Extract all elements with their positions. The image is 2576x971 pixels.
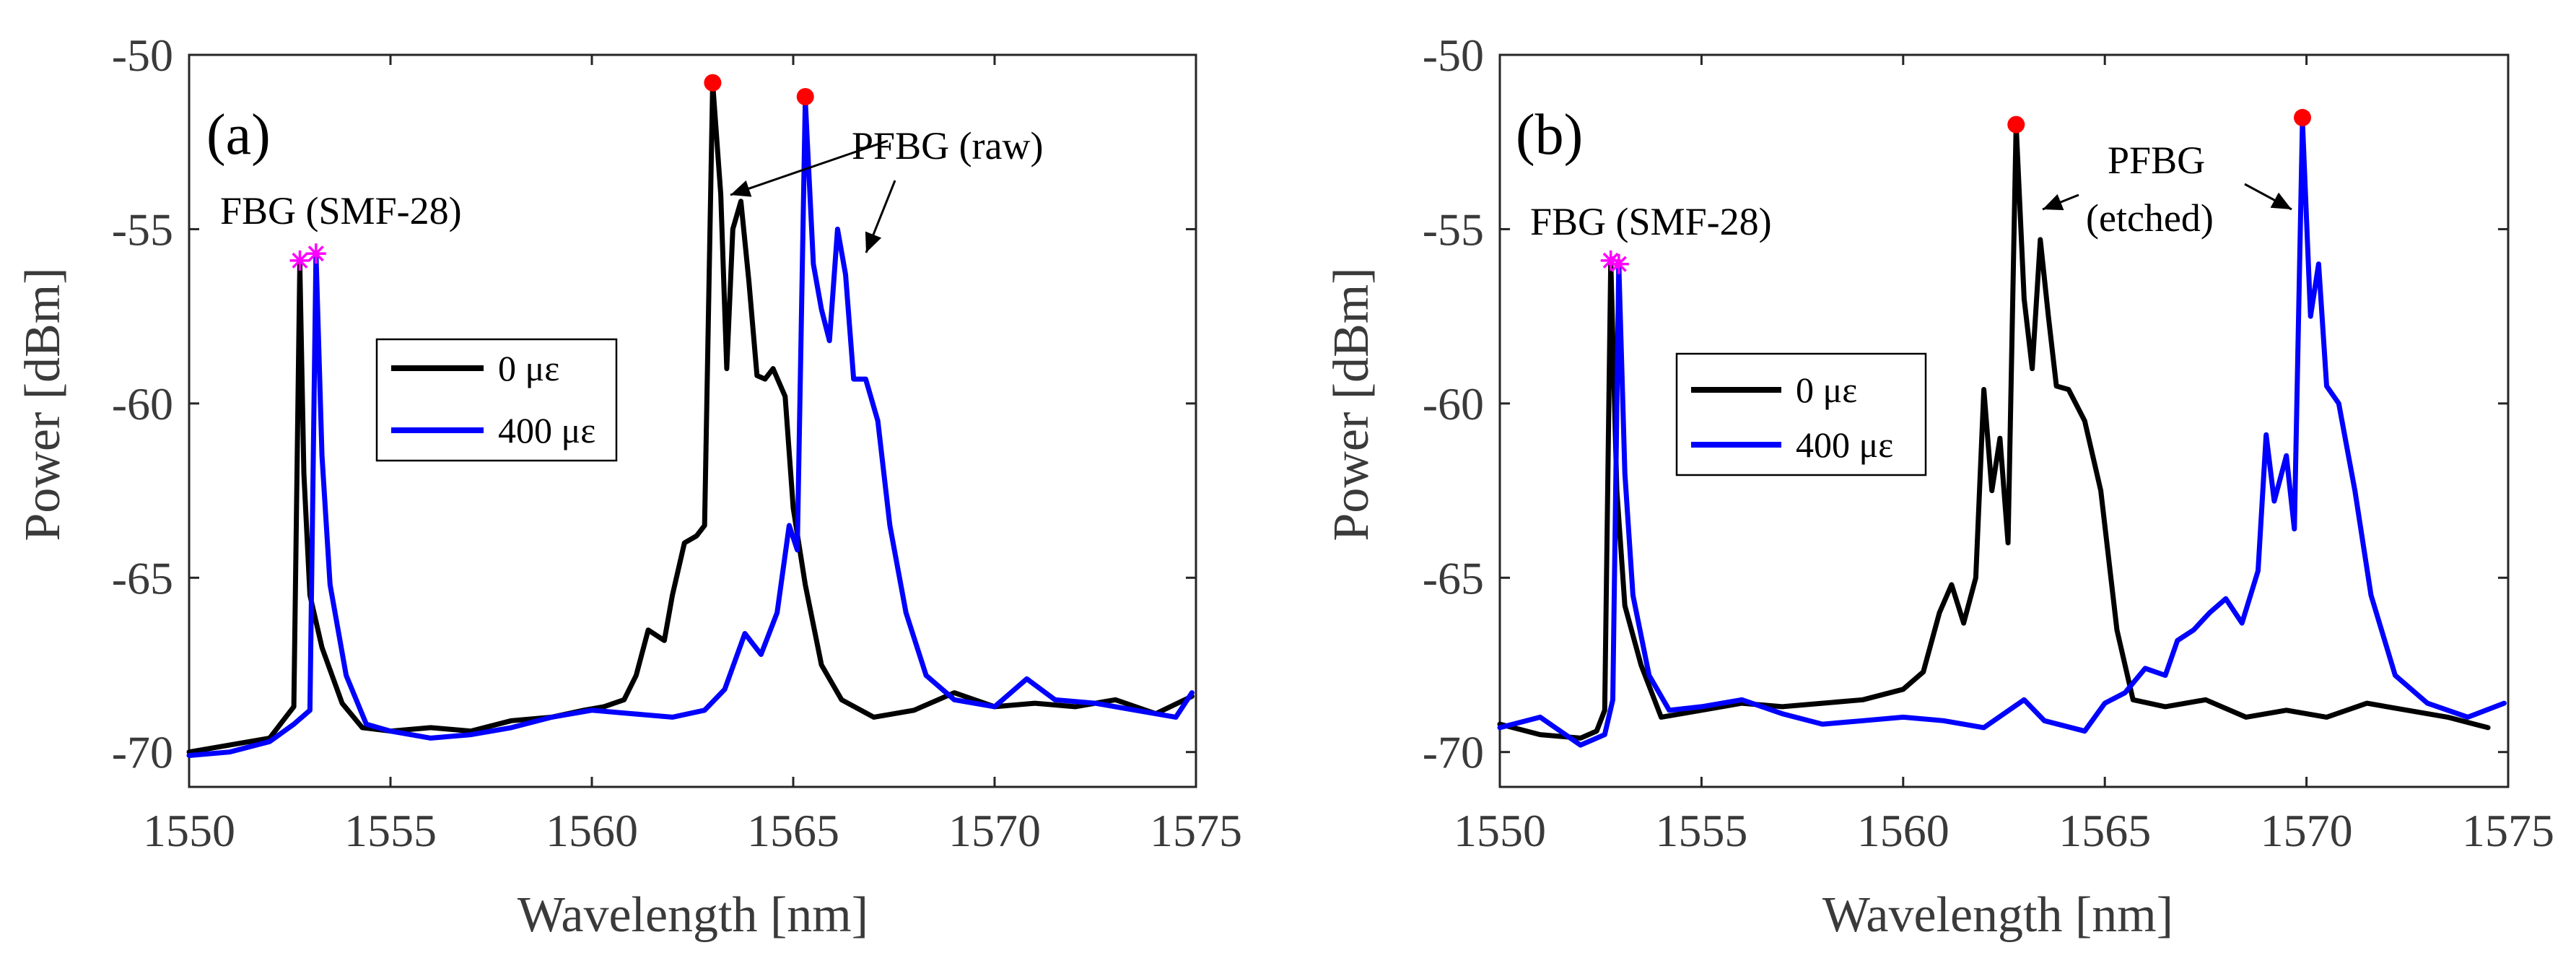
- x-tick-label-a-4: 1570: [948, 805, 1041, 856]
- y-tick-label-a-2: -60: [112, 378, 173, 430]
- legend-a: 0 με 400 με: [375, 338, 618, 462]
- annotation-fbg-b: FBG (SMF-28): [1530, 200, 1772, 243]
- x-tick-label-b-2: 1560: [1857, 805, 1950, 856]
- x-tick-label-a-2: 1560: [546, 805, 638, 856]
- panel-a: 1550 1555 1560 1565 1570 1575-50-55-60-65-70 …: [15, 30, 1242, 943]
- y-tick-label-b-4: -70: [1423, 727, 1484, 778]
- annotation-pfbg-a: PFBG (raw): [852, 124, 1044, 167]
- peak-marker-a-1: [305, 243, 326, 264]
- annotation-pfbg-b: PFBG: [2108, 139, 2205, 182]
- legend-box-a: [375, 338, 618, 462]
- peak-marker-a-2: [704, 74, 722, 92]
- y-tick-label-b-0: -50: [1423, 30, 1484, 81]
- legend-label-a-1: 400 με: [498, 410, 595, 450]
- annotation-fbg-a: FBG (SMF-28): [220, 189, 462, 232]
- legend-label-b-1: 400 με: [1796, 424, 1893, 465]
- x-tick-label-b-1: 1555: [1655, 805, 1747, 856]
- x-tick-label-a-3: 1565: [747, 805, 839, 856]
- x-tick-label-b-4: 1570: [2261, 805, 2353, 856]
- x-axis-label-a: Wavelength [nm]: [518, 887, 868, 943]
- series-line-a-0: [186, 80, 1195, 755]
- y-axis-label-b: Power [dBm]: [1324, 267, 1379, 541]
- panel-label-a: (a): [206, 103, 271, 167]
- axes-frame-a: [188, 53, 1197, 788]
- annotation-etched-b: (etched): [2086, 196, 2214, 240]
- plot-area-a: 1550 1555 1560 1565 1570 1575 -50 -55 -60 -65 -70: [112, 30, 1242, 856]
- y-tick-label-a-4: -70: [112, 727, 173, 778]
- series-line-b-0: [1497, 122, 2491, 741]
- annotation-arrow-b-1: [2042, 193, 2079, 211]
- peak-marker-b-2: [2007, 116, 2025, 134]
- legend-b: 0 με 400 με: [1675, 352, 1927, 476]
- y-tick-label-a-1: -55: [112, 204, 173, 255]
- plot-area-b: 1550 1555 1560 1565 1570 1575 -50 -55 -60 -65 -70: [1423, 30, 2554, 856]
- x-tick-label-b-0: 1550: [1454, 805, 1546, 856]
- peak-marker-b-3: [2294, 108, 2312, 126]
- annotation-arrow-a-2: [865, 180, 896, 253]
- x-axis-label-b: Wavelength [nm]: [1822, 887, 2173, 943]
- x-tick-label-a-5: 1575: [1150, 805, 1242, 856]
- y-axis-label-a: Power [dBm]: [15, 267, 71, 541]
- y-tick-label-a-3: -65: [112, 552, 173, 604]
- legend-box-b: [1675, 352, 1927, 476]
- y-tick-label-b-2: -60: [1423, 378, 1484, 430]
- panel-label-b: (b): [1516, 103, 1583, 167]
- legend-label-b-0: 0 με: [1796, 370, 1857, 410]
- series-line-a-1: [186, 97, 1195, 758]
- y-tick-label-a-0: -50: [112, 30, 173, 81]
- panel-b: 1550 1555 1560 1565 1570 1575-50-55-60-65-70 …: [1324, 30, 2554, 943]
- annotation-arrow-a-1: [730, 139, 888, 197]
- x-tick-label-b-5: 1575: [2462, 805, 2554, 856]
- annotation-arrow-b-2: [2244, 183, 2292, 211]
- y-tick-label-b-1: -55: [1423, 204, 1484, 255]
- peak-marker-b-1: [1608, 253, 1629, 274]
- y-tick-label-b-3: -65: [1423, 552, 1484, 604]
- x-tick-label-b-3: 1565: [2058, 805, 2151, 856]
- legend-label-a-0: 0 με: [498, 348, 559, 388]
- peak-marker-a-3: [796, 87, 814, 105]
- peak-marker-a-0: [289, 250, 310, 271]
- x-tick-label-a-1: 1555: [344, 805, 437, 856]
- x-tick-label-a-0: 1550: [143, 805, 235, 856]
- axes-frame-b: [1498, 53, 2510, 788]
- series-line-b-1: [1497, 118, 2507, 748]
